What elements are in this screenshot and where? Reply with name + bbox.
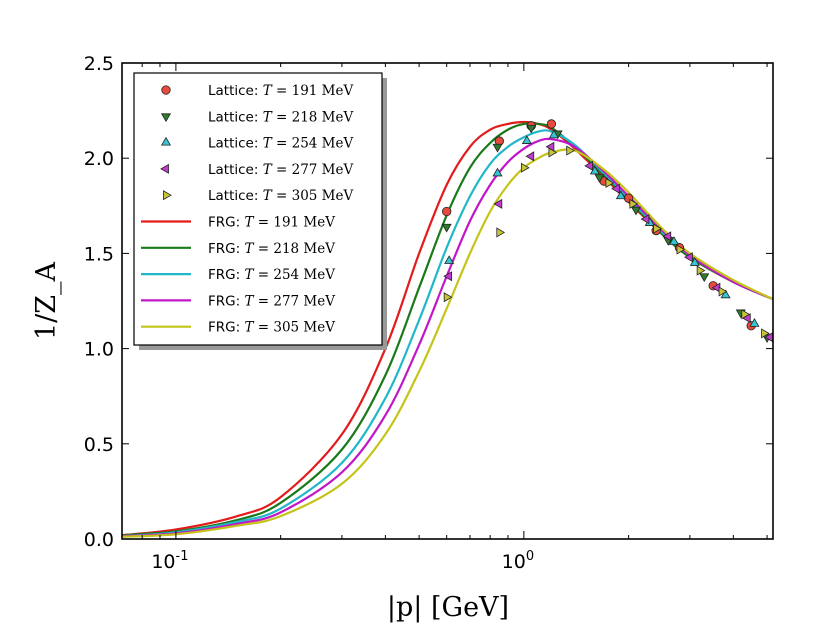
data-point-s6-5	[630, 206, 642, 216]
data-point-s9-0	[443, 292, 453, 303]
data-point-s9-2	[520, 162, 530, 173]
data-point-s9-3	[548, 147, 558, 158]
y-axis-label: 1/Z_A	[31, 261, 62, 340]
data-point-s6-0	[441, 223, 452, 233]
series-line-4	[122, 148, 773, 538]
data-point-s7-0	[444, 255, 455, 264]
data-point-s6-7	[699, 273, 710, 283]
data-point-s9-12	[761, 328, 770, 339]
series-markers	[441, 119, 773, 343]
legend-entry-label: FRG: T = 191 MeV	[208, 215, 335, 231]
x-axis-label: |p| [GeV]	[387, 592, 509, 623]
legend-entry-label: Lattice: T = 277 MeV	[208, 162, 353, 178]
data-point-s8-5	[611, 183, 620, 194]
data-point-s9-6	[629, 198, 639, 209]
y-tick-label: 0.0	[84, 529, 114, 551]
data-point-s9-5	[605, 177, 615, 188]
data-point-s9-4	[566, 145, 576, 156]
data-point-s7-3	[548, 129, 559, 139]
data-point-s8-1	[493, 198, 503, 209]
data-point-s7-9	[720, 289, 731, 299]
legend-entry-label: FRG: T = 254 MeV	[208, 267, 335, 283]
data-point-s7-7	[668, 236, 679, 245]
legend-swatch-marker	[160, 136, 172, 146]
legend-entry-label: FRG: T = 218 MeV	[208, 241, 335, 257]
data-point-s7-1	[492, 167, 503, 177]
legend-entry-label: FRG: T = 277 MeV	[208, 293, 335, 309]
legend-swatch-marker	[160, 163, 169, 174]
data-point-s7-5	[615, 190, 626, 200]
data-point-s9-11	[741, 309, 751, 320]
data-point-s9-1	[496, 227, 506, 238]
data-point-s6-1	[492, 143, 503, 153]
data-point-s8-8	[684, 252, 693, 263]
legend-entry-label: Lattice: T = 254 MeV	[208, 136, 353, 152]
x-tick-label: 10-1	[151, 549, 188, 573]
legend: Lattice: T = 191 MeV Lattice: T = 218 MeV…	[133, 72, 387, 350]
data-point-s5-3	[546, 119, 557, 129]
data-point-s8-0	[443, 271, 453, 282]
data-point-s8-2	[525, 151, 535, 162]
axis-ticks: 0.0 0.5 1.0 1.5 2.0 2.5 10-1 100	[84, 53, 773, 573]
x-tick-label: 100	[502, 549, 534, 573]
data-point-s6-4	[594, 174, 605, 184]
data-point-s7-10	[749, 318, 760, 327]
legend-swatch-marker	[163, 190, 172, 201]
data-point-s9-10	[718, 286, 728, 297]
data-point-s9-9	[696, 265, 706, 276]
legend-entry-label: FRG: T = 305 MeV	[208, 320, 335, 336]
data-point-s9-8	[676, 244, 686, 255]
y-tick-label: 0.5	[84, 434, 114, 456]
legend-swatch-marker	[160, 113, 172, 123]
y-tick-label: 1.0	[84, 339, 114, 361]
data-point-s6-2	[526, 124, 537, 134]
y-tick-label: 1.5	[84, 243, 114, 265]
data-point-s8-6	[640, 214, 650, 225]
legend-entry-label: Lattice: T = 218 MeV	[208, 109, 353, 125]
data-point-s5-0	[442, 206, 452, 217]
data-point-s8-7	[662, 231, 672, 242]
plot-frame	[121, 62, 774, 540]
y-tick-label: 2.0	[84, 148, 114, 170]
legend-swatch-marker	[161, 85, 171, 95]
y-tick-label: 2.5	[84, 53, 114, 75]
data-point-s7-2	[521, 135, 532, 144]
data-point-s8-4	[584, 160, 593, 171]
legend-entry-label: Lattice: T = 305 MeV	[208, 188, 353, 204]
legend-entry-label: Lattice: T = 191 MeV	[208, 83, 353, 99]
data-point-s9-7	[653, 223, 662, 234]
